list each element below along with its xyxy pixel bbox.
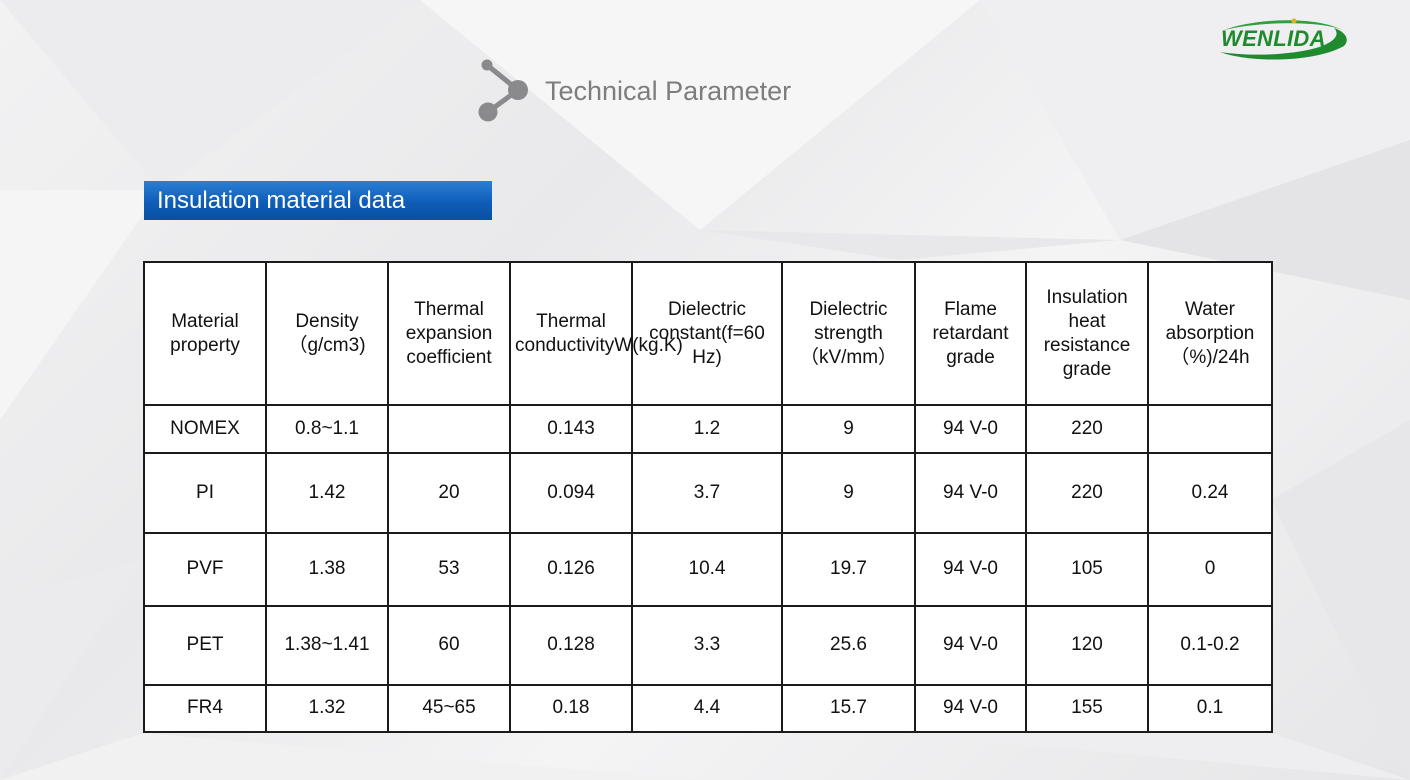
table-cell: 0.18 <box>509 683 633 734</box>
table-cell: 94 V-0 <box>914 604 1027 686</box>
column-header: Thermal conductivityW(kg.K) <box>509 260 683 407</box>
table-cell: 1.32 <box>265 683 389 734</box>
section-label-text: Insulation material data <box>157 187 406 214</box>
insulation-data-table: Material property Density（g/cm3) Thermal… <box>143 260 1273 734</box>
table-cell: 0.24 <box>1147 452 1273 534</box>
table-cell: 94 V-0 <box>914 404 1027 455</box>
column-header: Thermal expansion coefficient <box>387 260 511 407</box>
table-cell: 53 <box>387 531 511 607</box>
table-cell: 0.1 <box>1147 683 1273 734</box>
table-cell <box>387 404 511 455</box>
table-cell: 0.1-0.2 <box>1147 604 1273 686</box>
table-cell: 220 <box>1025 404 1149 455</box>
column-header: Dielectric constant(f=60 Hz) <box>631 260 783 407</box>
table-cell: 0.143 <box>509 404 633 455</box>
table-cell: 15.7 <box>781 683 916 734</box>
table-cell: 0.126 <box>509 531 633 607</box>
table-cell: 1.38~1.41 <box>265 604 389 686</box>
table-cell: FR4 <box>143 683 267 734</box>
column-header: Dielectric strength（kV/mm） <box>781 260 916 407</box>
logo-text: WENLIDA <box>1221 26 1326 51</box>
column-header: Insulation heat resistance grade <box>1025 260 1149 407</box>
table-cell: 0 <box>1147 531 1273 607</box>
table-cell: 45~65 <box>387 683 511 734</box>
table-row: FR4 1.32 45~65 0.18 4.4 15.7 94 V-0 155 … <box>143 683 1273 734</box>
table-header-row: Material property Density（g/cm3) Thermal… <box>143 260 1273 407</box>
table-cell: PVF <box>143 531 267 607</box>
table-cell: 94 V-0 <box>914 531 1027 607</box>
column-header: Density（g/cm3) <box>265 260 389 407</box>
table-cell: 1.38 <box>265 531 389 607</box>
page-title: Technical Parameter <box>545 76 792 106</box>
table-cell: PET <box>143 604 267 686</box>
molecule-nodes-icon <box>478 59 528 122</box>
table-cell: 9 <box>781 404 916 455</box>
table-cell: 94 V-0 <box>914 683 1027 734</box>
logo-swoosh-icon <box>1220 18 1347 60</box>
table-cell: 120 <box>1025 604 1149 686</box>
table-cell: NOMEX <box>143 404 267 455</box>
table-cell: 3.7 <box>631 452 783 534</box>
table-row: PI 1.42 20 0.094 3.7 9 94 V-0 220 0.24 <box>143 452 1273 534</box>
section-label-bar: Insulation material data <box>144 181 492 220</box>
table-cell: 60 <box>387 604 511 686</box>
table-cell: 0.128 <box>509 604 633 686</box>
table-cell: 10.4 <box>631 531 783 607</box>
table-cell: 9 <box>781 452 916 534</box>
table-cell: 94 V-0 <box>914 452 1027 534</box>
table-cell: 105 <box>1025 531 1149 607</box>
table-row: NOMEX 0.8~1.1 0.143 1.2 9 94 V-0 220 <box>143 404 1273 455</box>
column-header: Water absorption（%)/24h <box>1147 260 1273 407</box>
table-cell: 1.42 <box>265 452 389 534</box>
table-cell <box>1147 404 1273 455</box>
table-cell: 0.8~1.1 <box>265 404 389 455</box>
column-header: Material property <box>143 260 267 407</box>
wenlida-logo: WENLIDA <box>1216 16 1350 62</box>
table-cell: 25.6 <box>781 604 916 686</box>
table-cell: 220 <box>1025 452 1149 534</box>
table-cell: 3.3 <box>631 604 783 686</box>
table-cell: 1.2 <box>631 404 783 455</box>
column-header: Flame retardant grade <box>914 260 1027 407</box>
table-cell: 155 <box>1025 683 1149 734</box>
table-row: PVF 1.38 53 0.126 10.4 19.7 94 V-0 105 0 <box>143 531 1273 607</box>
table-cell: PI <box>143 452 267 534</box>
table-cell: 0.094 <box>509 452 633 534</box>
table-cell: 19.7 <box>781 531 916 607</box>
table-cell: 20 <box>387 452 511 534</box>
table-row: PET 1.38~1.41 60 0.128 3.3 25.6 94 V-0 1… <box>143 604 1273 686</box>
table-cell: 4.4 <box>631 683 783 734</box>
